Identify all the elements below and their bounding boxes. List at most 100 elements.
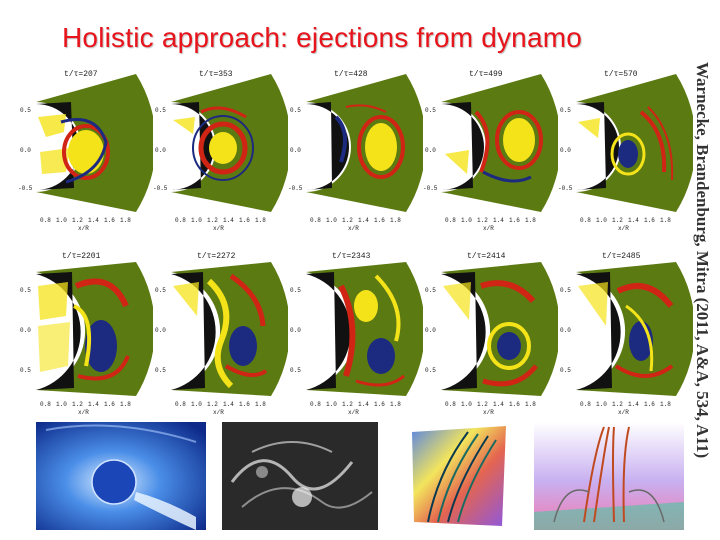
simulation-panel: t/τ=2414 0.5 0.0 0.5 0.8 1.0 1.2 1.4 1.6… [421,246,558,416]
x-tick-row: 0.8 [310,217,321,224]
simulation-panel: t/τ=2272 0.5 0.0 0.5 0.8 1.0 1.2 1.4 1.6… [151,246,288,416]
simulation-panel: t/τ=499 0.5 0.0 -0.5 0.8 1.0 1.2 1.4 1.6… [421,62,558,232]
time-label: t/τ=2485 [602,252,641,261]
x-tick-row: 1.6 [374,401,385,408]
time-label: t/τ=2201 [62,252,101,261]
y-tick: 0.5 [290,107,301,114]
y-tick: 0.5 [560,367,571,374]
x-tick-row: 0.8 [40,401,51,408]
x-tick-row: 1.4 [628,401,639,408]
time-label: t/τ=2272 [197,252,236,261]
x-tick-row: 1.0 [56,401,67,408]
y-tick: 0.0 [425,147,436,154]
x-axis-label: x/R [213,409,224,416]
simulation-panel: t/τ=428 0.5 0.0 -0.5 0.8 1.0 1.2 1.4 1.6… [286,62,423,232]
y-tick: 0.5 [425,107,436,114]
x-axis-label: x/R [618,225,629,232]
x-tick-row: 1.2 [72,217,83,224]
x-axis-label: x/R [618,409,629,416]
x-tick-row: 1.2 [207,217,218,224]
x-tick-row: 1.6 [509,401,520,408]
x-tick-row: 0.8 [40,217,51,224]
x-tick-row: 1.8 [390,401,401,408]
x-tick-row: 0.8 [445,401,456,408]
x-tick-row: 1.2 [342,217,353,224]
x-tick-row: 1.8 [255,217,266,224]
y-tick: -0.5 [288,185,303,192]
time-label: t/τ=2343 [332,252,371,261]
x-tick-row: 1.8 [120,217,131,224]
y-tick: 0.0 [425,327,436,334]
x-tick-row: 1.2 [612,217,623,224]
x-tick-row: 1.4 [88,401,99,408]
wedge-plot: t/τ=207 0.5 0.0 -0.5 0.8 1.0 1.2 1.4 1.6… [18,70,153,232]
y-tick: 0.5 [20,367,31,374]
wedge-plot: t/τ=2485 0.5 0.0 0.5 0.8 1.0 1.2 1.4 1.6… [560,252,693,416]
x-tick-row: 1.4 [493,217,504,224]
y-tick: 0.5 [560,107,571,114]
y-tick: 0.5 [155,287,166,294]
x-tick-row: 1.8 [120,401,131,408]
x-tick-row: 0.8 [175,217,186,224]
wedge-plot: t/τ=2272 0.5 0.0 0.5 0.8 1.0 1.2 1.4 1.6… [155,252,288,416]
x-tick-row: 1.0 [56,217,67,224]
x-axis-label: x/R [348,409,359,416]
wedge-plot: t/τ=2343 0.5 0.0 0.5 0.8 1.0 1.2 1.4 1.6… [290,252,423,416]
y-tick: 0.5 [20,287,31,294]
x-tick-row: 1.0 [326,217,337,224]
y-tick: 0.5 [425,287,436,294]
time-label: t/τ=2414 [467,252,506,261]
x-tick-row: 1.8 [660,401,671,408]
simulation-panel: t/τ=2343 0.5 0.0 0.5 0.8 1.0 1.2 1.4 1.6… [286,246,423,416]
y-tick: 0.0 [290,327,301,334]
x-tick-row: 1.0 [191,217,202,224]
x-tick-row: 1.0 [191,401,202,408]
wedge-plot: t/τ=570 0.5 0.0 -0.5 0.8 1.0 1.2 1.4 1.6… [558,70,693,232]
simulation-panel: t/τ=353 0.5 0.0 -0.5 0.8 1.0 1.2 1.4 1.6… [151,62,288,232]
simulation-panel: t/τ=207 0.5 0.0 -0.5 0.8 1.0 1.2 1.4 1.6… [16,62,153,232]
time-label: t/τ=207 [64,70,98,79]
y-tick: -0.5 [18,185,33,192]
coronagraph-cme-photo [36,422,206,530]
y-tick: 0.5 [425,367,436,374]
x-tick-row: 1.2 [477,217,488,224]
x-tick-row: 1.4 [358,217,369,224]
fieldline-simulation-photo [408,422,510,530]
y-tick: 0.5 [290,287,301,294]
y-tick: 0.0 [20,147,31,154]
x-tick-row: 0.8 [580,217,591,224]
x-tick-row: 1.4 [358,401,369,408]
x-tick-row: 1.8 [255,401,266,408]
x-tick-row: 0.8 [445,217,456,224]
x-tick-row: 1.8 [390,217,401,224]
wedge-plot: t/τ=2201 0.5 0.0 0.5 0.8 1.0 1.2 1.4 1.6… [20,252,153,416]
x-tick-row: 1.6 [644,217,655,224]
x-tick-row: 1.4 [493,401,504,408]
citation: Warnecke, Brandenburg, Mitra (2011, A&A,… [693,62,712,459]
time-label: t/τ=570 [604,70,638,79]
y-tick: 0.0 [20,327,31,334]
x-tick-row: 1.6 [239,217,250,224]
x-tick-row: 1.0 [461,401,472,408]
wedge-plot: t/τ=499 0.5 0.0 -0.5 0.8 1.0 1.2 1.4 1.6… [423,70,558,232]
y-tick: 0.0 [560,327,571,334]
x-tick-row: 1.4 [628,217,639,224]
y-tick: -0.5 [558,185,573,192]
solar-corona-euv-photo [222,422,378,530]
x-tick-row: 1.6 [104,217,115,224]
x-tick-row: 1.4 [223,401,234,408]
y-tick: 0.5 [155,367,166,374]
magnetic-arcade-simulation-photo [534,422,684,530]
simulation-panel: t/τ=2485 0.5 0.0 0.5 0.8 1.0 1.2 1.4 1.6… [556,246,693,416]
x-tick-row: 0.8 [310,401,321,408]
y-tick: 0.0 [155,147,166,154]
x-axis-label: x/R [213,225,224,232]
wedge-plot: t/τ=428 0.5 0.0 -0.5 0.8 1.0 1.2 1.4 1.6… [288,70,423,232]
time-label: t/τ=353 [199,70,233,79]
x-tick-row: 0.8 [580,401,591,408]
x-tick-row: 1.0 [596,217,607,224]
y-tick: 0.0 [290,147,301,154]
x-axis-label: x/R [78,409,89,416]
y-tick: 0.0 [155,327,166,334]
y-tick: 0.5 [155,107,166,114]
